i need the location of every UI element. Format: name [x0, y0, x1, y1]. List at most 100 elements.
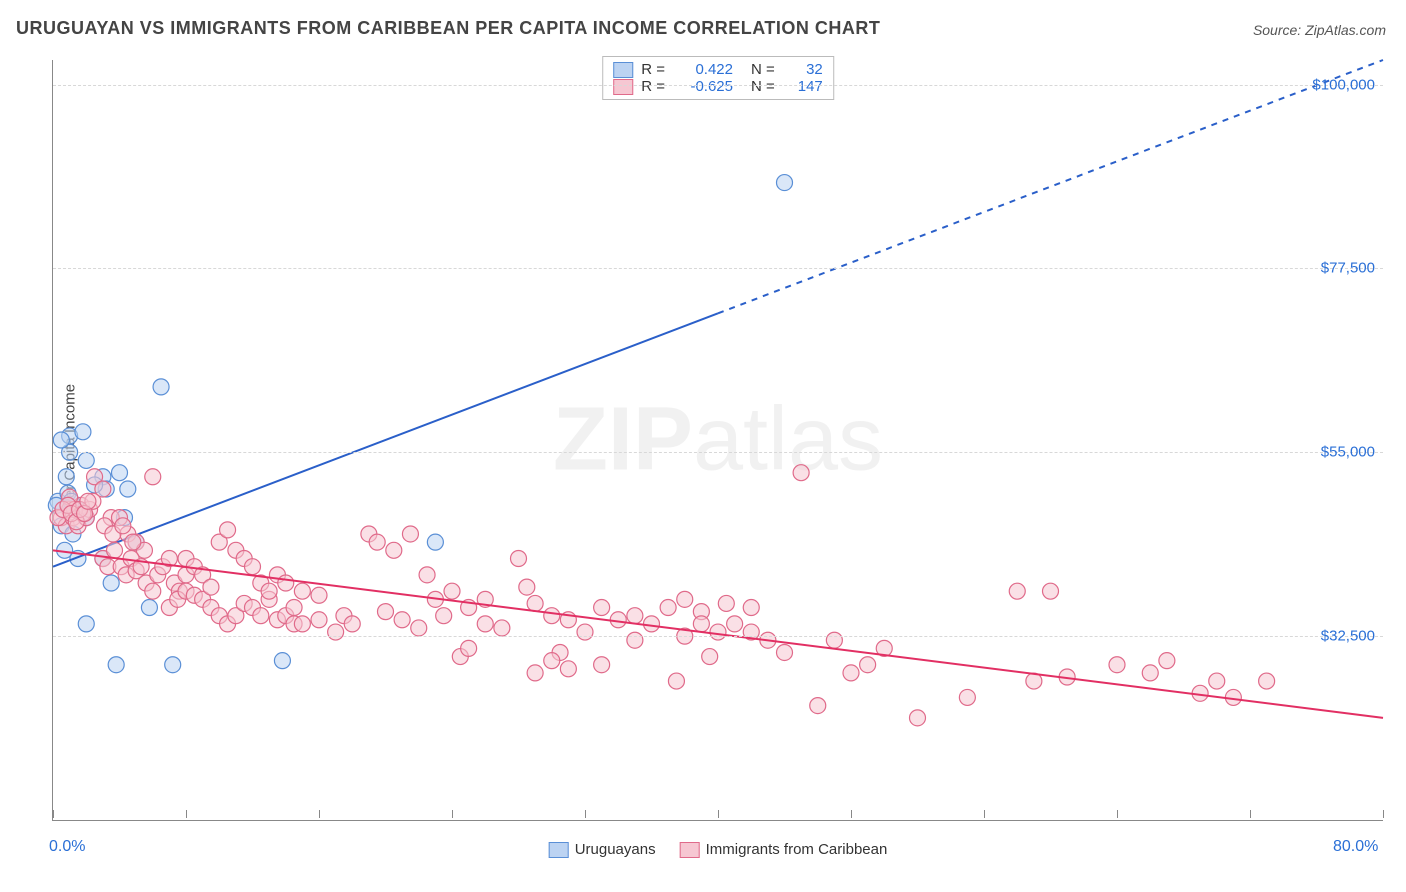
scatter-point	[75, 424, 91, 440]
x-tick	[984, 810, 985, 818]
scatter-point	[461, 640, 477, 656]
scatter-point	[677, 591, 693, 607]
scatter-point	[594, 657, 610, 673]
legend-swatch	[549, 842, 569, 858]
scatter-point	[1043, 583, 1059, 599]
scatter-point	[328, 624, 344, 640]
x-tick	[1117, 810, 1118, 818]
scatter-point	[103, 575, 119, 591]
scatter-point	[78, 452, 94, 468]
scatter-point	[668, 673, 684, 689]
chart-title: URUGUAYAN VS IMMIGRANTS FROM CARIBBEAN P…	[16, 18, 880, 39]
scatter-point	[419, 567, 435, 583]
scatter-point	[53, 432, 69, 448]
trend-line	[53, 550, 1383, 718]
y-tick-label: $77,500	[1321, 260, 1375, 277]
legend-row: R = -0.625 N = 147	[613, 78, 823, 95]
scatter-point	[1009, 583, 1025, 599]
legend-r-label: R =	[641, 78, 665, 95]
x-tick	[319, 810, 320, 818]
legend-series-label: Immigrants from Caribbean	[706, 841, 888, 858]
scatter-point	[245, 559, 261, 575]
scatter-point	[108, 657, 124, 673]
scatter-point	[278, 575, 294, 591]
scatter-point	[444, 583, 460, 599]
x-tick	[1383, 810, 1384, 818]
scatter-point	[115, 518, 131, 534]
scatter-point	[594, 600, 610, 616]
y-tick-label: $32,500	[1321, 628, 1375, 645]
legend-swatch	[613, 62, 633, 78]
scatter-point	[644, 616, 660, 632]
scatter-point	[78, 616, 94, 632]
scatter-point	[627, 632, 643, 648]
scatter-point	[253, 608, 269, 624]
scatter-point	[693, 616, 709, 632]
x-tick-label: 0.0%	[49, 838, 85, 856]
gridline	[53, 452, 1383, 453]
scatter-point	[125, 534, 141, 550]
legend-series-label: Uruguayans	[575, 841, 656, 858]
scatter-point	[294, 616, 310, 632]
legend-r-value: -0.625	[673, 78, 733, 95]
scatter-point	[627, 608, 643, 624]
x-tick	[718, 810, 719, 818]
trend-line	[53, 313, 718, 566]
legend-n-label: N =	[751, 78, 775, 95]
gridline	[53, 85, 1383, 86]
x-tick	[851, 810, 852, 818]
x-tick	[1250, 810, 1251, 818]
scatter-point	[107, 542, 123, 558]
scatter-point	[378, 604, 394, 620]
scatter-point	[527, 595, 543, 611]
scatter-point	[777, 175, 793, 191]
scatter-point	[826, 632, 842, 648]
correlation-legend: R = 0.422 N = 32 R = -0.625 N = 147	[602, 56, 834, 100]
source-link[interactable]: ZipAtlas.com	[1305, 22, 1386, 38]
series-legend: Uruguayans Immigrants from Caribbean	[549, 841, 888, 858]
scatter-point	[145, 469, 161, 485]
scatter-point	[777, 644, 793, 660]
scatter-point	[311, 612, 327, 628]
scatter-point	[843, 665, 859, 681]
legend-swatch	[680, 842, 700, 858]
scatter-point	[294, 583, 310, 599]
scatter-point	[1142, 665, 1158, 681]
scatter-point	[1159, 653, 1175, 669]
scatter-point	[577, 624, 593, 640]
scatter-point	[274, 653, 290, 669]
scatter-point	[261, 583, 277, 599]
scatter-point	[544, 608, 560, 624]
x-tick	[186, 810, 187, 818]
scatter-point	[560, 661, 576, 677]
scatter-point	[1109, 657, 1125, 673]
x-tick	[452, 810, 453, 818]
scatter-point	[120, 481, 136, 497]
source-label: Source:	[1253, 22, 1305, 38]
legend-n-value: 32	[783, 61, 823, 78]
scatter-point	[311, 587, 327, 603]
scatter-point	[386, 542, 402, 558]
legend-n-value: 147	[783, 78, 823, 95]
legend-n-label: N =	[751, 61, 775, 78]
legend-r-label: R =	[641, 61, 665, 78]
x-tick	[585, 810, 586, 818]
scatter-point	[810, 698, 826, 714]
scatter-point	[793, 465, 809, 481]
scatter-point	[112, 465, 128, 481]
scatter-point	[519, 579, 535, 595]
scatter-point	[959, 689, 975, 705]
scatter-point	[427, 534, 443, 550]
legend-swatch	[613, 79, 633, 95]
scatter-point	[727, 616, 743, 632]
x-tick-label: 80.0%	[1333, 838, 1378, 856]
scatter-point	[58, 469, 74, 485]
scatter-point	[910, 710, 926, 726]
x-tick	[53, 810, 54, 818]
legend-r-value: 0.422	[673, 61, 733, 78]
scatter-point	[1209, 673, 1225, 689]
scatter-point	[718, 595, 734, 611]
scatter-point	[153, 379, 169, 395]
scatter-point	[477, 616, 493, 632]
scatter-point	[511, 550, 527, 566]
